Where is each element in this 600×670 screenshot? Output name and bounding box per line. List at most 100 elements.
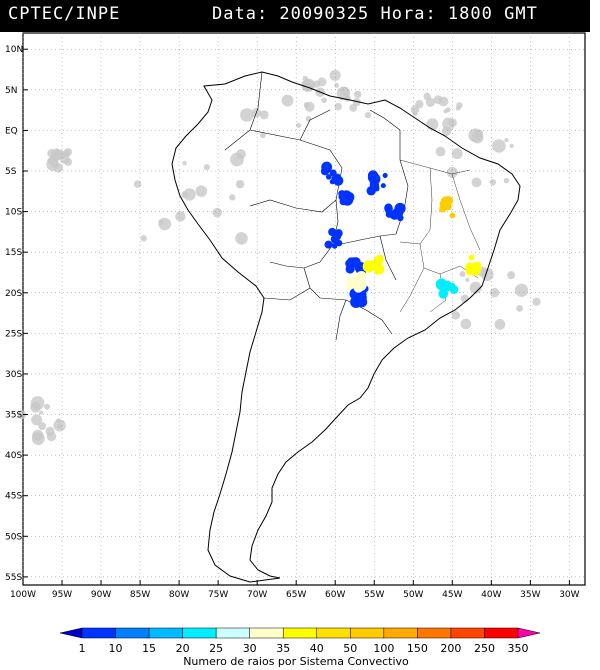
cloud-patch [182,160,187,166]
storm-cell [324,240,333,249]
cloud-patch [181,191,188,198]
storm-cell [330,234,340,244]
legend-tick-label: 350 [508,642,529,655]
cloud-patch [183,188,196,201]
storm-cell [441,282,452,292]
cloud-patch [140,235,147,242]
cloud-patch [30,402,41,413]
legend-swatch [81,627,116,639]
cloud-patch [281,94,294,107]
cloud-patch [305,115,312,122]
cloud-patch [435,146,446,157]
latitude-label: 10N [5,45,23,55]
legend-swatch [417,627,452,639]
latitude-label: 10S [5,208,22,218]
legend-tick-label: 15 [142,642,156,655]
continent-outline [171,71,521,583]
longitude-label: 100W [10,590,36,600]
cloud-patch [489,179,496,186]
cloud-patch [212,207,222,218]
legend-swatch [215,627,250,639]
storm-cell [382,172,388,178]
storm-cluster [435,278,459,299]
cloud-patch [532,297,541,306]
legend-tick-label: 1 [79,642,86,655]
latitude-label: 20S [5,289,22,299]
legend-swatch [383,627,418,639]
cloud-patch [503,177,510,184]
cloud-patch [31,414,43,426]
lightning-legend: 1 10 15 20 25 30 35 40 50 100 150 200 250 350 Numero … [59,627,541,668]
storm-cell [439,205,447,213]
lightning-map: 10N5NEQ5S10S15S20S25S30S35S40S45S50S55S … [5,32,586,600]
latitude-label: 55S [5,573,22,583]
cloud-patch [203,164,210,171]
cloud-patch [459,271,466,278]
cloud-patch [133,180,142,188]
cloud-patch [44,403,51,410]
legend-tick-label: 10 [109,642,123,655]
legend-tick-label: 25 [209,642,223,655]
longitude-label: 90W [91,590,111,600]
latitude-label: EQ [5,126,18,136]
cloud-patch [240,108,254,122]
legend-tick-label: 50 [343,642,357,655]
storm-cluster [338,190,355,206]
legend-swatch [484,627,519,639]
storm-cluster [324,227,343,249]
storm-cell [375,255,382,262]
legend-swatch [282,627,318,639]
storm-cell [358,295,364,301]
longitude-label: 60W [325,590,345,600]
longitude-axis: 100W 95W 90W 85W 80W 75W 70W 65W 60W 55W 50W 45W 40W… [10,580,580,600]
longitude-label: 55W [364,590,384,600]
cloud-patch [296,122,302,129]
storm-cell [345,261,353,269]
cloud-patch [195,185,208,197]
cloud-cover-layer [17,69,541,446]
cloud-patch [364,111,372,119]
cloud-patch [426,118,439,131]
storm-cell [331,175,337,181]
cloud-patch [445,107,451,113]
legend-arrow-high [517,627,541,639]
storm-cluster-layer [320,161,482,309]
latitude-label: 40S [5,451,22,461]
cloud-patch [321,97,327,104]
storm-cell [443,196,454,206]
south-america-coastline [171,71,521,583]
storm-cluster [384,202,406,222]
cloud-patch [329,69,341,81]
date-time-label: Data: 20090325 Hora: 1800 GMT [212,4,538,24]
longitude-label: 85W [130,590,150,600]
cloud-patch [451,148,463,160]
cloud-patch [494,318,506,330]
legend-colorbar [59,627,541,639]
cloud-patch [54,149,65,160]
cloud-patch [32,429,44,441]
graticule [22,33,585,585]
latitude-label: 5N [5,86,17,96]
storm-cell [354,279,367,292]
cloud-patch [456,102,463,109]
longitude-label: 75W [208,590,228,600]
cloud-patch [516,305,523,312]
legend-swatch [450,627,485,639]
cloud-patch [229,194,236,201]
legend-tick-label: 40 [310,642,324,655]
legend-arrow-low [59,627,83,639]
cloud-patch [175,211,186,222]
longitude-label: 40W [481,590,501,600]
longitude-label: 95W [52,590,72,600]
longitude-label: 80W [169,590,189,600]
cloud-patch [438,96,449,107]
cloud-patch [415,99,424,109]
cloud-patch [235,180,245,189]
legend-tick-label: 30 [243,642,257,655]
cloud-patch [334,102,342,111]
cloud-patch [349,104,358,112]
longitude-label: 35W [520,590,540,600]
storm-cell [385,210,393,218]
cloud-patch [45,426,55,436]
storm-cell [345,283,353,291]
